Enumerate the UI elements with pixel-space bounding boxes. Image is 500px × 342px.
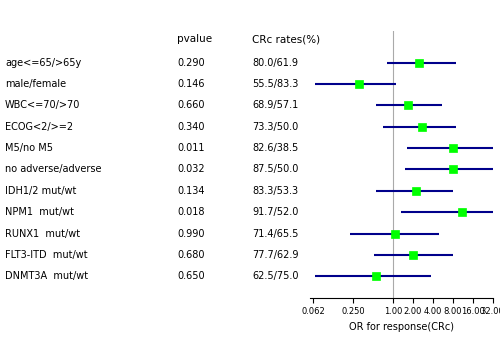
Text: 0.011: 0.011: [178, 143, 205, 153]
Text: CRc rates(%): CRc rates(%): [252, 34, 320, 44]
Text: 82.6/38.5: 82.6/38.5: [252, 143, 299, 153]
Text: 0.660: 0.660: [178, 101, 205, 110]
Text: 87.5/50.0: 87.5/50.0: [252, 165, 299, 174]
Text: 0.032: 0.032: [178, 165, 205, 174]
X-axis label: OR for response(CRc): OR for response(CRc): [349, 322, 454, 332]
Text: 83.3/53.3: 83.3/53.3: [252, 186, 298, 196]
Text: 0.134: 0.134: [178, 186, 205, 196]
Text: male/female: male/female: [5, 79, 66, 89]
Text: DNMT3A  mut/wt: DNMT3A mut/wt: [5, 271, 88, 281]
Text: 55.5/83.3: 55.5/83.3: [252, 79, 299, 89]
Text: 73.3/50.0: 73.3/50.0: [252, 122, 299, 132]
Text: M5/no M5: M5/no M5: [5, 143, 53, 153]
Text: FLT3-ITD  mut/wt: FLT3-ITD mut/wt: [5, 250, 87, 260]
Text: NPM1  mut/wt: NPM1 mut/wt: [5, 207, 74, 217]
Text: 91.7/52.0: 91.7/52.0: [252, 207, 299, 217]
Text: 71.4/65.5: 71.4/65.5: [252, 228, 299, 238]
Text: 77.7/62.9: 77.7/62.9: [252, 250, 299, 260]
Text: WBC<=70/>70: WBC<=70/>70: [5, 101, 80, 110]
Text: 0.018: 0.018: [178, 207, 205, 217]
Text: 68.9/57.1: 68.9/57.1: [252, 101, 299, 110]
Text: 0.290: 0.290: [178, 58, 205, 68]
Text: 62.5/75.0: 62.5/75.0: [252, 271, 299, 281]
Text: 0.340: 0.340: [178, 122, 205, 132]
Text: 80.0/61.9: 80.0/61.9: [252, 58, 298, 68]
Text: age<=65/>65y: age<=65/>65y: [5, 58, 81, 68]
Text: 0.990: 0.990: [178, 228, 205, 238]
Text: RUNX1  mut/wt: RUNX1 mut/wt: [5, 228, 80, 238]
Text: 0.680: 0.680: [178, 250, 205, 260]
Text: 0.146: 0.146: [178, 79, 205, 89]
Text: 0.650: 0.650: [178, 271, 205, 281]
Text: ECOG<2/>=2: ECOG<2/>=2: [5, 122, 73, 132]
Text: IDH1/2 mut/wt: IDH1/2 mut/wt: [5, 186, 76, 196]
Text: no adverse/adverse: no adverse/adverse: [5, 165, 102, 174]
Text: pvalue: pvalue: [178, 34, 212, 44]
